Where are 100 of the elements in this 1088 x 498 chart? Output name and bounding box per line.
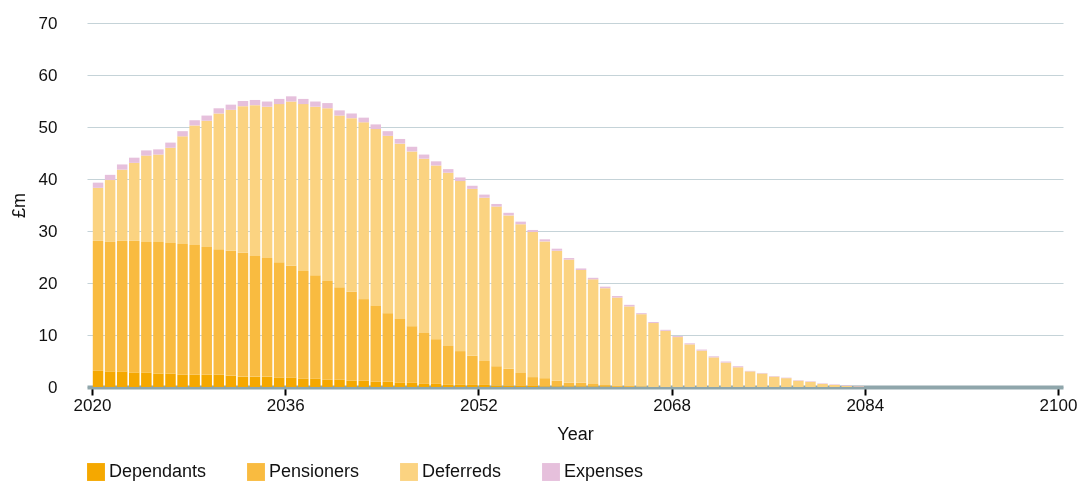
bar <box>116 169 128 241</box>
bar <box>249 99 261 106</box>
legend-label: Deferreds <box>422 461 502 481</box>
bar <box>104 174 116 181</box>
bar <box>768 376 780 387</box>
bar <box>418 383 430 387</box>
bar <box>225 250 237 376</box>
bar <box>104 371 116 387</box>
bar <box>430 383 442 387</box>
bar <box>237 376 249 387</box>
bar <box>213 249 225 375</box>
bar <box>744 371 756 387</box>
x-axis-title: Year <box>557 423 594 444</box>
x-tick-label: 2068 <box>653 395 692 415</box>
x-tick-label: 2020 <box>73 395 112 415</box>
bar <box>261 258 273 377</box>
y-tick-label: 10 <box>38 325 58 345</box>
bar <box>467 185 478 189</box>
y-tick-label: 20 <box>38 273 58 293</box>
bar <box>406 326 418 383</box>
bar <box>358 117 369 123</box>
bar <box>575 270 587 383</box>
bar <box>394 143 406 319</box>
bar <box>430 339 442 384</box>
bar <box>708 357 720 387</box>
bar <box>563 259 575 383</box>
x-tick-label: 2100 <box>1039 395 1078 415</box>
bar <box>273 104 285 263</box>
bar <box>491 203 502 207</box>
y-tick-label: 30 <box>38 221 58 241</box>
bar <box>129 157 140 163</box>
bar <box>249 255 261 377</box>
bar <box>92 370 104 387</box>
bar <box>442 169 454 173</box>
bar <box>273 262 285 378</box>
bar <box>406 382 418 387</box>
bar <box>382 381 394 387</box>
bar <box>237 106 249 253</box>
bar <box>382 131 394 136</box>
bar <box>599 288 611 385</box>
bar <box>92 187 104 241</box>
bar <box>237 252 249 377</box>
bar <box>225 375 237 387</box>
bar <box>225 109 237 251</box>
bar <box>527 229 538 233</box>
bar <box>394 138 406 144</box>
y-tick-label: 70 <box>38 13 58 33</box>
bar <box>104 180 116 242</box>
bar <box>394 318 406 383</box>
bar <box>285 101 297 266</box>
bar <box>116 371 128 387</box>
bar <box>539 241 551 379</box>
bar <box>225 104 237 110</box>
bar <box>732 367 744 387</box>
bar <box>430 161 442 166</box>
bar <box>261 376 273 387</box>
bar <box>406 151 418 327</box>
bar <box>261 101 273 107</box>
bar <box>696 350 708 387</box>
bar <box>285 377 297 387</box>
bar <box>213 374 225 387</box>
bar <box>442 172 454 346</box>
x-tick-label: 2084 <box>846 395 885 415</box>
y-tick-label: 40 <box>38 169 58 189</box>
bar <box>370 129 382 306</box>
bar <box>539 239 551 242</box>
bar <box>756 373 768 387</box>
y-tick-label: 50 <box>38 117 58 137</box>
bar <box>418 154 430 159</box>
bar <box>285 96 297 102</box>
bar <box>551 250 563 381</box>
bar <box>370 381 382 387</box>
bar <box>455 177 466 182</box>
x-tick-label: 2036 <box>266 395 305 415</box>
bar <box>273 98 285 105</box>
bar <box>479 194 490 198</box>
bar <box>261 106 273 259</box>
bar <box>539 378 551 387</box>
bar <box>177 131 188 137</box>
bar <box>237 101 249 107</box>
bar <box>442 384 454 387</box>
bar <box>587 279 599 384</box>
bar <box>92 182 104 188</box>
bar <box>370 124 382 130</box>
bar <box>285 265 297 378</box>
legend-label: Pensioners <box>269 461 360 481</box>
y-axis-title: £m <box>8 192 29 219</box>
bar <box>382 313 394 382</box>
bar <box>165 142 176 148</box>
bar <box>394 382 406 387</box>
x-tick-label: 2052 <box>459 395 498 415</box>
bar <box>104 241 116 372</box>
bar <box>116 164 128 170</box>
bar <box>418 332 430 384</box>
bar <box>249 105 261 256</box>
legend-label: Dependants <box>109 461 207 481</box>
bar <box>249 376 261 387</box>
bar <box>720 362 732 387</box>
y-tick-label: 60 <box>38 65 58 85</box>
bar <box>370 305 382 382</box>
